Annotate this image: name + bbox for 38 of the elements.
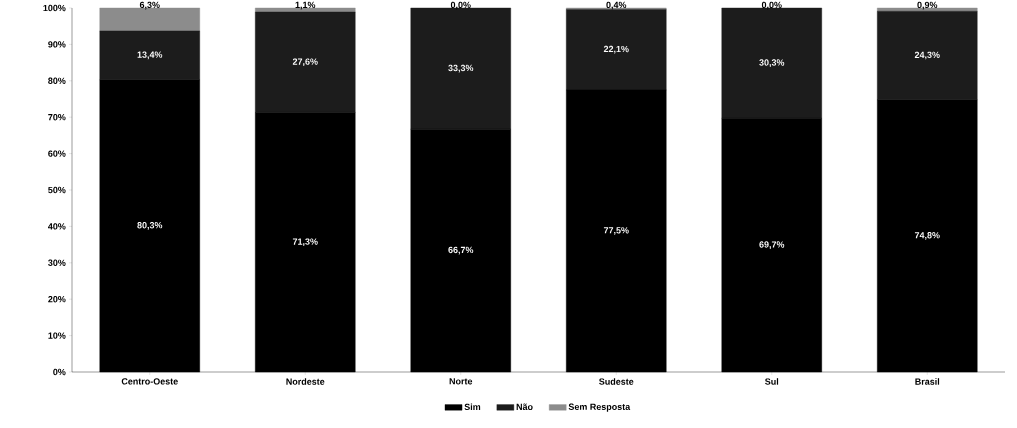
x-tick-label: Nordeste [286,378,325,385]
y-tick-label: 80% [48,77,66,84]
data-label: 1,1% [295,1,316,10]
x-tick-label: Sudeste [599,378,634,385]
data-label: 6,3% [139,1,160,10]
y-tick-label: 20% [48,296,66,303]
data-label: 69,7% [759,241,785,249]
x-tick-label: Sul [765,378,779,385]
data-label: 0,0% [761,1,782,10]
data-label: 30,3% [759,59,785,67]
legend-label: Sim [464,403,481,411]
data-label: 33,3% [448,64,474,73]
y-tick-label: 0% [53,368,66,376]
y-tick-label: 70% [48,114,66,121]
y-tick-label: 90% [48,41,66,48]
y-tick-label: 40% [48,223,66,230]
data-label: 13,4% [137,51,163,60]
y-tick-label: 60% [48,150,66,157]
x-tick-label: Centro-Oeste [121,378,178,385]
data-label: 71,3% [292,238,318,247]
data-label: 80,3% [137,222,163,230]
legend-label: Sem Resposta [568,403,631,412]
data-label: 0,9% [917,1,938,10]
legend-label: Não [516,403,533,411]
data-label: 24,3% [914,51,940,60]
y-tick-label: 30% [48,259,66,266]
data-label: 74,8% [914,232,940,240]
y-tick-label: 50% [48,186,66,194]
x-tick-label: Brasil [915,378,940,385]
x-tick-label: Norte [449,378,473,385]
data-label: 0,4% [606,1,627,10]
data-label: 22,1% [603,45,629,54]
data-label: 66,7% [448,246,474,255]
y-tick-label: 10% [48,332,66,339]
data-label: 27,6% [292,58,318,67]
data-label: 0,0% [450,1,471,10]
data-label: 77,5% [603,227,629,235]
y-tick-label: 100% [43,4,66,12]
